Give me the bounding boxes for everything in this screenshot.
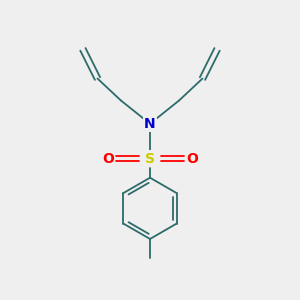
Text: N: N [144,117,156,131]
Text: S: S [145,152,155,166]
Text: O: O [186,152,198,166]
Text: O: O [102,152,114,166]
